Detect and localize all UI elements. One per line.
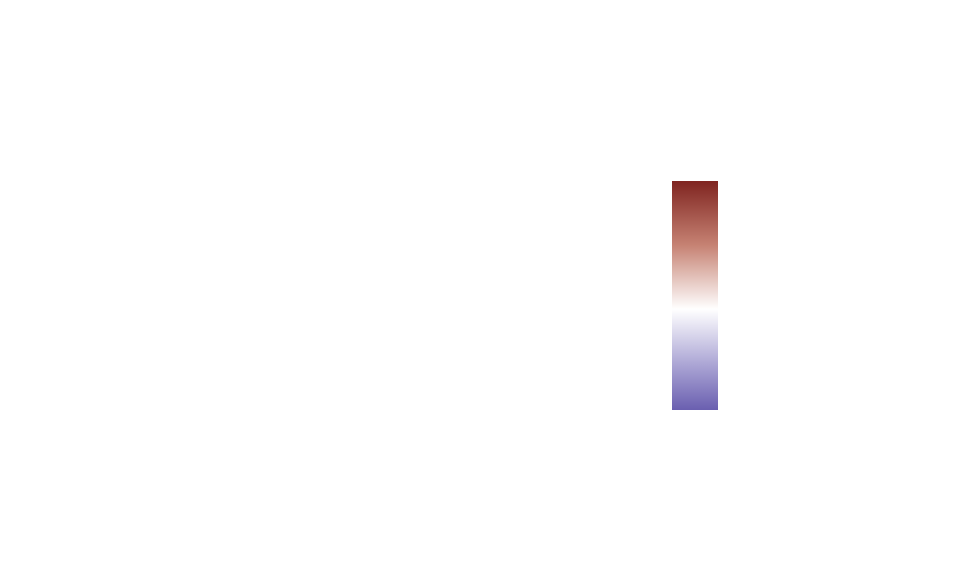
legend-colorbar [672,181,718,410]
legend [672,181,718,410]
